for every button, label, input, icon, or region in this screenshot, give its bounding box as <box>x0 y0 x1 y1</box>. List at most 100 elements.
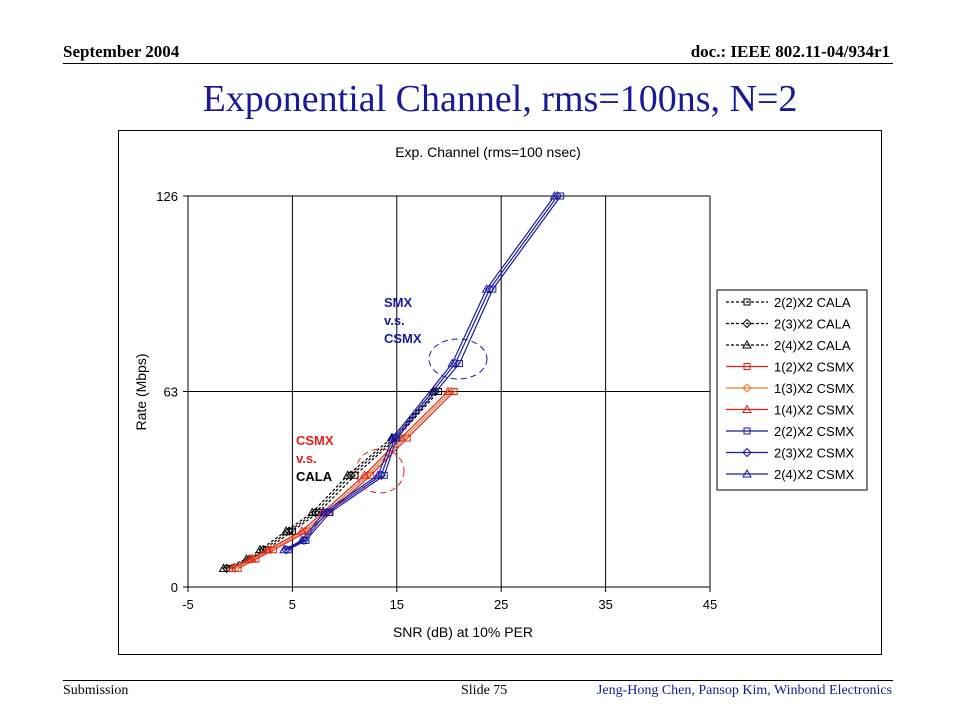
chart-svg: Exp. Channel (rms=100 nsec) SNR (dB) at … <box>118 130 882 655</box>
slide-title: Exponential Channel, rms=100ns, N=2 <box>202 78 798 120</box>
y-tick-label: 0 <box>171 580 178 595</box>
legend-marker <box>742 318 752 329</box>
footer-submission: Submission <box>63 683 129 698</box>
data-point <box>279 544 289 554</box>
legend-marker <box>742 404 752 413</box>
data-point <box>446 386 456 397</box>
x-axis-label: SNR (dB) at 10% PER <box>393 624 533 640</box>
data-point <box>248 554 258 564</box>
x-tick-label: 15 <box>390 597 404 612</box>
data-point <box>284 526 294 536</box>
data-point <box>557 192 565 200</box>
x-tick-label: 35 <box>598 597 612 612</box>
legend-label: 2(2)X2 CALA <box>774 295 851 310</box>
legend-label: 2(4)X2 CALA <box>774 338 851 353</box>
legend-item: 1(2)X2 CSMX <box>726 360 855 375</box>
data-point <box>288 527 296 535</box>
legend-marker <box>742 383 752 393</box>
series-8 <box>281 191 563 555</box>
legend-label: 1(3)X2 CSMX <box>774 381 855 396</box>
footer-slide-number: Slide 75 <box>461 683 508 698</box>
data-point <box>396 433 406 442</box>
data-point <box>342 470 353 479</box>
data-point <box>307 507 318 517</box>
data-point <box>265 545 276 555</box>
data-point <box>296 535 307 544</box>
tick-layer: -5 5 15 25 35 45 0 63 126 <box>156 189 717 612</box>
data-point <box>281 545 291 555</box>
legend-label: 2(3)X2 CALA <box>774 317 851 332</box>
series-layer <box>218 190 565 574</box>
legend-item: 2(4)X2 CALA <box>726 338 851 353</box>
legend-items: 2(2)X2 CALA 2(3)X2 CALA 2(4)X2 CALA 1(2)X2 … <box>726 295 855 482</box>
smx-highlight-ellipse <box>428 338 488 380</box>
footer-authors: Jeng-Hong Chen, Pansop Kim, Winbond Elec… <box>596 683 892 698</box>
legend-marker <box>742 339 752 349</box>
data-point <box>221 563 232 574</box>
data-point <box>362 470 373 480</box>
legend-label: 1(2)X2 CSMX <box>774 360 855 375</box>
data-point <box>390 433 400 443</box>
data-point <box>443 386 453 395</box>
smx-annotation-line-1: SMX <box>384 295 413 310</box>
legend-item: 1(3)X2 CSMX <box>726 381 855 396</box>
chart-container: Exp. Channel (rms=100 nsec) SNR (dB) at … <box>118 130 882 655</box>
series-line <box>283 195 555 551</box>
data-point <box>481 284 492 293</box>
legend-marker <box>743 298 751 306</box>
smx-annotation-line-2: v.s. <box>384 313 405 328</box>
legend-item: 2(4)X2 CSMX <box>726 467 855 482</box>
data-point <box>230 563 240 574</box>
data-point <box>346 470 356 480</box>
csmx-annotation-line-3: CALA <box>296 469 333 484</box>
header-doc-id: doc.: IEEE 802.11-04/934r1 <box>690 42 890 61</box>
data-point <box>430 386 441 397</box>
legend: 2(2)X2 CALA 2(3)X2 CALA 2(4)X2 CALA 1(2)X2 … <box>716 289 868 491</box>
data-point <box>226 563 237 572</box>
legend-label: 1(4)X2 CSMX <box>774 403 855 418</box>
y-tick-label: 126 <box>156 189 178 204</box>
data-point <box>318 507 329 517</box>
data-point <box>300 526 310 536</box>
data-point <box>387 433 398 442</box>
series-9 <box>279 190 560 554</box>
x-tick-label: -5 <box>182 597 194 612</box>
data-point <box>447 358 457 368</box>
chart-title: Exp. Channel (rms=100 nsec) <box>395 144 581 160</box>
data-point <box>218 563 229 572</box>
csmx-annotation-line-2: v.s. <box>296 451 317 466</box>
legend-marker <box>743 363 751 370</box>
data-point <box>255 544 265 554</box>
legend-item: 2(2)X2 CSMX <box>726 424 855 439</box>
grid-layer <box>187 195 711 588</box>
footer-divider <box>63 680 893 681</box>
legend-item: 2(3)X2 CALA <box>726 317 851 332</box>
data-point <box>299 535 309 546</box>
legend-label: 2(2)X2 CSMX <box>774 424 855 439</box>
legend-marker <box>742 447 752 458</box>
data-point <box>399 433 409 443</box>
y-axis-label: Rate (Mbps) <box>133 353 149 430</box>
legend-item: 2(2)X2 CALA <box>726 295 851 310</box>
legend-item: 1(4)X2 CSMX <box>726 403 855 418</box>
header-divider <box>63 63 893 64</box>
x-tick-label: 5 <box>289 597 296 612</box>
legend-marker <box>743 427 751 435</box>
csmx-highlight-ellipse <box>355 448 405 494</box>
header-date: September 2004 <box>63 42 180 61</box>
x-tick-label: 25 <box>494 597 508 612</box>
data-point <box>450 388 458 395</box>
smx-annotation-line-3: CSMX <box>384 331 422 346</box>
data-point <box>244 554 255 563</box>
data-point <box>262 544 273 554</box>
data-point <box>281 526 291 535</box>
legend-item: 2(3)X2 CSMX <box>726 446 855 461</box>
legend-label: 2(4)X2 CSMX <box>774 467 855 482</box>
legend-marker <box>742 468 752 478</box>
y-tick-label: 63 <box>164 385 178 400</box>
series-line <box>287 195 562 551</box>
csmx-annotation-line-1: CSMX <box>296 433 334 448</box>
data-point <box>455 360 463 368</box>
data-point <box>296 526 307 535</box>
series-line <box>285 195 559 551</box>
